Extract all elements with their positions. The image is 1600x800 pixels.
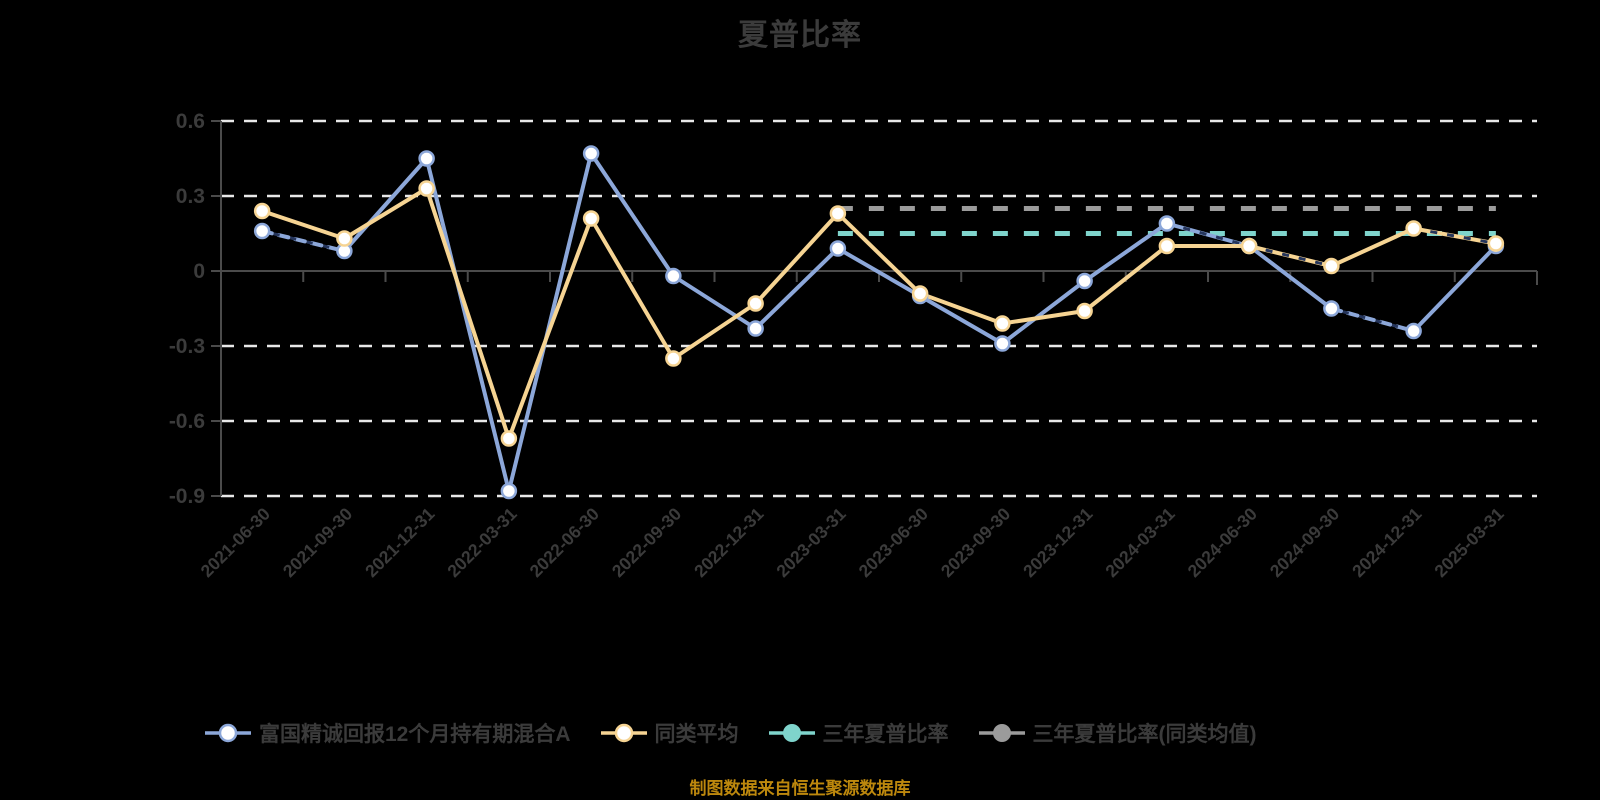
y-axis-label: 0 (193, 260, 205, 283)
series-0-segment (424, 156, 511, 493)
y-axis-label: 0.3 (176, 185, 205, 208)
legend-label: 三年夏普比率 (822, 723, 949, 746)
data-point-marker[interactable] (1158, 237, 1176, 255)
data-point-marker[interactable] (500, 430, 518, 447)
data-point-marker[interactable] (911, 285, 929, 302)
data-point-marker[interactable] (500, 482, 518, 500)
data-point-marker[interactable] (336, 230, 353, 247)
data-point-marker[interactable] (747, 320, 764, 337)
series-0-segment (1000, 279, 1087, 346)
x-axis-label: 2022-03-31 (443, 504, 521, 582)
data-point-marker[interactable] (582, 210, 600, 227)
data-point-marker[interactable] (582, 145, 600, 162)
x-axis-label: 2024-06-30 (1184, 504, 1262, 582)
series-0-segment (753, 246, 840, 331)
data-point-marker[interactable] (1323, 300, 1340, 317)
x-axis-label: 2022-06-30 (526, 504, 604, 582)
data-point-marker[interactable] (994, 335, 1011, 352)
series-1-accent (1413, 227, 1497, 245)
series-1-segment (342, 186, 429, 241)
legend-item-1[interactable]: 同类平均 (600, 718, 739, 748)
x-axis-label: 2021-09-30 (279, 504, 357, 582)
series-0-segment (506, 151, 594, 493)
x-axis-label: 2022-09-30 (608, 504, 686, 582)
x-axis-label: 2025-03-31 (1430, 504, 1508, 582)
source-note: 制图数据来自恒生聚源数据库 (689, 779, 911, 798)
data-point-marker[interactable] (1487, 235, 1505, 252)
data-point-marker[interactable] (418, 180, 435, 197)
series-0-segment (671, 274, 758, 331)
data-point-marker[interactable] (418, 150, 435, 167)
data-point-marker[interactable] (829, 205, 847, 222)
legend-item-2[interactable]: 三年夏普比率 (768, 718, 949, 748)
series-0-dash-accent (261, 229, 345, 253)
x-axis-label: 2022-12-31 (690, 504, 768, 582)
series-1-segment (1000, 309, 1087, 326)
chart-title: 夏普比率 (738, 19, 862, 52)
data-point-marker[interactable] (1158, 215, 1176, 232)
series-0-segment (260, 229, 347, 253)
series-0-segment (1247, 244, 1334, 311)
chart-legend: 富国精诚回报12个月持有期混合A 同类平均 三年夏普比率 三年夏普比率(同类均值) (205, 718, 1257, 748)
y-axis-label: -0.3 (169, 335, 205, 358)
legend-item-0[interactable]: 富国精诚回报12个月持有期混合A (205, 718, 571, 748)
data-point-marker[interactable] (1405, 322, 1422, 340)
series-1-segment (1082, 244, 1169, 313)
legend-marker-icon (600, 723, 647, 743)
series-0-segment (589, 151, 676, 278)
data-point-marker[interactable] (1323, 257, 1340, 275)
x-axis-label: 2024-12-31 (1348, 504, 1426, 582)
y-axis-label: 0.6 (176, 110, 205, 133)
data-point-marker[interactable] (665, 267, 682, 285)
y-axis-label: -0.6 (169, 410, 205, 433)
legend-label: 富国精诚回报12个月持有期混合A (259, 723, 571, 746)
y-axis-label: -0.9 (169, 485, 205, 508)
series-1-segment (589, 216, 676, 361)
series-0-segment (835, 246, 923, 298)
series-0-segment (342, 156, 429, 253)
x-axis-label: 2023-12-31 (1019, 504, 1097, 582)
series-1-segment (835, 211, 923, 296)
x-axis-label: 2023-09-30 (937, 504, 1015, 582)
data-point-marker[interactable] (994, 315, 1011, 332)
series-1-segment (1329, 226, 1416, 268)
data-point-marker[interactable] (253, 222, 271, 240)
series-1-segment (424, 186, 511, 441)
data-point-marker[interactable] (747, 295, 764, 312)
series-1-accent (1248, 244, 1332, 268)
data-point-marker[interactable] (829, 240, 847, 257)
legend-label: 三年夏普比率(同类均值) (1032, 723, 1257, 746)
legend-item-3[interactable]: 三年夏普比率(同类均值) (978, 718, 1257, 748)
x-axis-label: 2021-12-31 (361, 504, 439, 582)
legend-marker-icon (768, 724, 815, 742)
series-0-segment (1329, 306, 1416, 333)
data-point-marker[interactable] (1240, 237, 1258, 255)
legend-marker-icon (978, 724, 1025, 742)
series-0-accent (1166, 222, 1250, 248)
series-1-segment (260, 209, 347, 241)
series-1-segment (506, 216, 594, 441)
data-point-marker[interactable] (1076, 302, 1093, 320)
series-0-segment (918, 294, 1005, 346)
x-axis-label: 2024-09-30 (1266, 504, 1344, 582)
x-axis-label: 2024-03-31 (1101, 504, 1179, 582)
data-point-marker[interactable] (665, 350, 682, 367)
data-point-marker[interactable] (1076, 272, 1093, 290)
series-1-segment (918, 291, 1005, 326)
series-0-segment (1082, 221, 1169, 283)
data-point-marker[interactable] (1405, 220, 1422, 237)
x-axis-label: 2023-06-30 (855, 504, 933, 582)
series-1-segment (753, 211, 840, 306)
legend-marker-icon (205, 723, 251, 743)
series-0-dash-accent (1330, 307, 1415, 333)
series-1-segment (671, 301, 758, 361)
legend-label: 同类平均 (654, 723, 739, 746)
x-axis-label: 2023-03-31 (772, 504, 850, 582)
series-0-segment (1411, 244, 1498, 333)
data-point-marker[interactable] (253, 202, 271, 220)
x-axis-label: 2021-06-30 (197, 504, 275, 582)
